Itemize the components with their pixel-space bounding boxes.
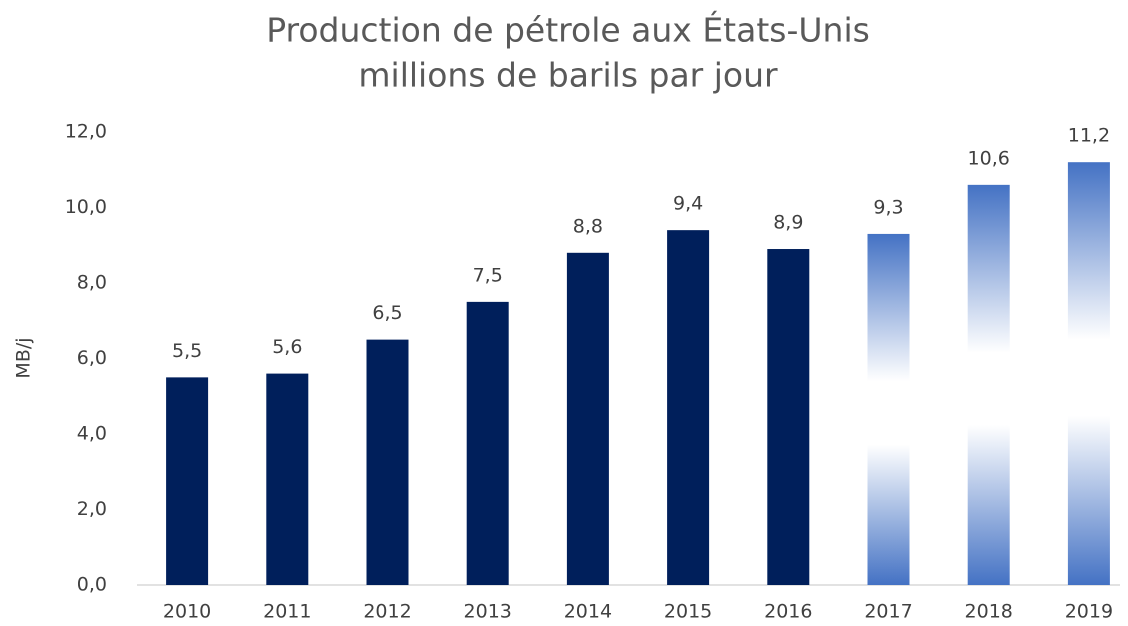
x-tick-label: 2016 bbox=[764, 601, 812, 623]
bar bbox=[867, 233, 910, 586]
x-tick-label: 2015 bbox=[664, 601, 712, 623]
data-label: 5,6 bbox=[272, 336, 302, 358]
data-label: 10,6 bbox=[968, 147, 1010, 169]
y-tick-label: 10,0 bbox=[65, 196, 107, 218]
x-tick-label: 2017 bbox=[864, 601, 912, 623]
y-tick-label: 4,0 bbox=[77, 423, 107, 445]
bar bbox=[1067, 162, 1110, 585]
data-label: 9,3 bbox=[873, 196, 903, 218]
chart-subtitle: millions de barils par jour bbox=[358, 56, 778, 95]
y-tick-label: 0,0 bbox=[77, 574, 107, 596]
x-tick-label: 2011 bbox=[263, 601, 311, 623]
y-tick-label: 2,0 bbox=[77, 498, 107, 520]
data-label: 9,4 bbox=[673, 193, 703, 215]
bar bbox=[967, 184, 1010, 585]
bar bbox=[667, 230, 710, 585]
y-tick-label: 6,0 bbox=[77, 347, 107, 369]
x-tick-label: 2012 bbox=[363, 601, 411, 623]
bar bbox=[266, 373, 309, 585]
data-label: 11,2 bbox=[1068, 125, 1110, 147]
data-label: 5,5 bbox=[172, 340, 202, 362]
data-label: 6,5 bbox=[372, 302, 402, 324]
bar bbox=[767, 249, 810, 585]
chart-title: Production de pétrole aux États-Unis bbox=[266, 10, 870, 50]
x-tick-label: 2019 bbox=[1065, 601, 1113, 623]
x-tick-label: 2013 bbox=[464, 601, 512, 623]
x-tick-label: 2018 bbox=[965, 601, 1013, 623]
y-tick-label: 8,0 bbox=[77, 272, 107, 294]
y-tick-label: 12,0 bbox=[65, 121, 107, 143]
x-tick-label: 2010 bbox=[163, 601, 211, 623]
data-label: 8,8 bbox=[573, 215, 603, 237]
data-label: 7,5 bbox=[473, 264, 503, 286]
bar bbox=[566, 252, 609, 586]
x-tick-label: 2014 bbox=[564, 601, 612, 623]
bar bbox=[366, 339, 409, 585]
data-label: 8,9 bbox=[773, 212, 803, 234]
bar bbox=[466, 301, 509, 585]
bar bbox=[166, 377, 209, 585]
y-axis-label: MB/j bbox=[13, 337, 35, 378]
